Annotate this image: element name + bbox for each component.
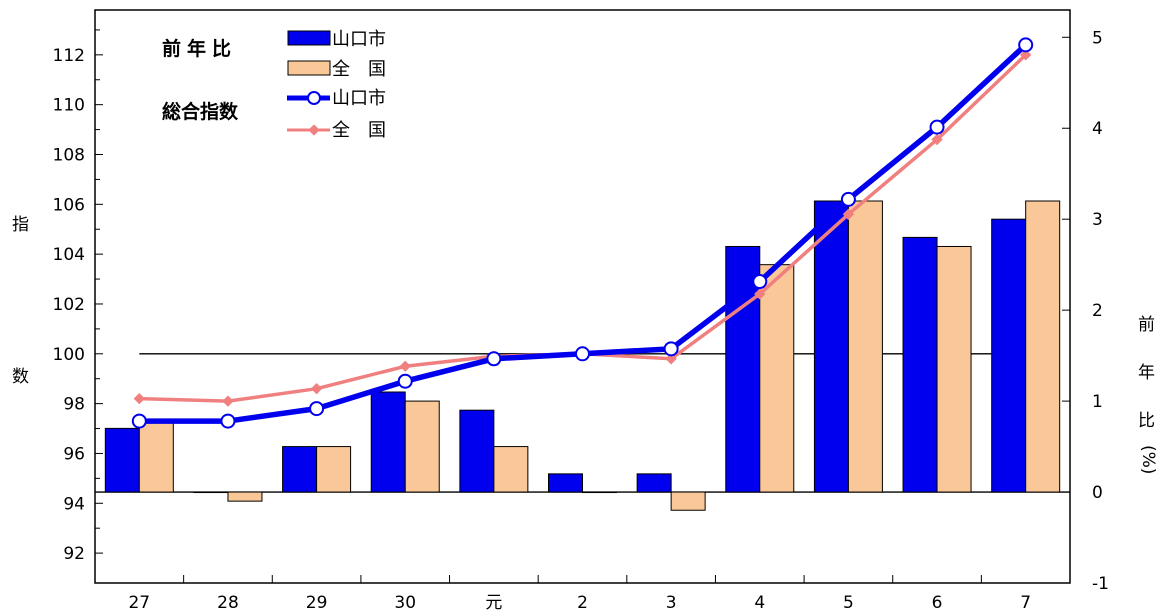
left-axis-label-top: 指 xyxy=(12,215,29,235)
x-tick-label: 元 xyxy=(485,593,502,613)
right-tick-label: 0 xyxy=(1092,483,1103,503)
left-tick-label: 110 xyxy=(53,96,85,116)
x-tick-label: 4 xyxy=(754,593,765,613)
x-tick-label: 5 xyxy=(843,593,854,613)
right-tick-label: 5 xyxy=(1092,28,1103,48)
marker-national xyxy=(133,392,145,405)
tick-layer: 27 28 29 30 元 2 3 4 5 6 79294969810010210410610811… xyxy=(53,28,1109,613)
legend-bar-label-yamaguchi: 山口市 xyxy=(332,29,386,50)
bar-yamaguchi xyxy=(370,391,406,493)
marker-national xyxy=(665,353,677,365)
right-tick-label: 4 xyxy=(1092,119,1103,139)
x-tick-label: 28 xyxy=(217,593,239,613)
left-tick-label: 112 xyxy=(53,46,85,66)
marker-yamaguchi xyxy=(486,351,502,367)
x-tick-label: 6 xyxy=(932,593,943,613)
bar-yamaguchi xyxy=(282,446,318,493)
right-tick-label: 2 xyxy=(1092,301,1103,321)
legend-line-label-yamaguchi: 山口市 xyxy=(332,88,386,109)
marker-yamaguchi xyxy=(840,191,856,207)
marker-national xyxy=(842,208,855,220)
bar-yamaguchi xyxy=(104,427,140,493)
left-tick-label: 96 xyxy=(63,444,85,464)
right-tick-label: 1 xyxy=(1092,392,1103,412)
bar-yamaguchi xyxy=(902,236,938,493)
bar-national xyxy=(847,200,883,493)
marker-yamaguchi xyxy=(309,401,325,417)
bar-yamaguchi xyxy=(548,473,583,493)
legend-bar-swatch-yamaguchi xyxy=(287,30,331,46)
bar-national xyxy=(670,491,706,511)
marker-national xyxy=(310,383,323,395)
bar-yamaguchi xyxy=(193,491,229,494)
plot-frame xyxy=(94,9,1071,584)
legend: 前年比 総合指数 山口市 全 国 山口市 全 国 xyxy=(162,29,386,141)
marker-yamaguchi xyxy=(575,346,590,362)
bar-national xyxy=(936,245,972,493)
marker-yamaguchi xyxy=(929,119,945,135)
line-layer xyxy=(131,37,1034,429)
marker-yamaguchi xyxy=(220,413,236,429)
marker-national xyxy=(754,288,766,300)
bar-national xyxy=(493,446,529,493)
x-tick-label: 27 xyxy=(128,593,150,613)
bar-national xyxy=(227,491,263,502)
left-tick-label: 92 xyxy=(63,544,85,564)
marker-yamaguchi xyxy=(397,373,413,389)
marker-yamaguchi xyxy=(663,341,679,357)
x-tick-label: 7 xyxy=(1020,593,1031,613)
right-tick-label: 3 xyxy=(1092,210,1103,230)
right-axis-label-unit: (%) xyxy=(1138,445,1158,474)
bar-national xyxy=(582,491,617,494)
bar-yamaguchi xyxy=(459,409,495,493)
legend-line-marker-yamaguchi xyxy=(307,91,321,105)
bar-yamaguchi xyxy=(636,473,672,493)
x-tick-label: 29 xyxy=(306,593,328,613)
marker-yamaguchi xyxy=(131,413,147,429)
left-tick-label: 106 xyxy=(53,195,85,215)
right-tick-label: -1 xyxy=(1092,574,1109,594)
bar-national xyxy=(759,264,795,493)
line-yamaguchi xyxy=(139,42,1028,424)
legend-line-marker-national xyxy=(308,124,320,136)
marker-national xyxy=(931,133,943,146)
legend-bar-swatch-national xyxy=(287,60,331,76)
marker-yamaguchi xyxy=(1018,37,1034,53)
marker-national xyxy=(399,360,411,372)
left-tick-label: 102 xyxy=(53,295,85,315)
x-tick-label: 2 xyxy=(577,593,588,613)
bar-national xyxy=(1025,200,1061,493)
left-tick-label: 104 xyxy=(53,245,85,265)
bar-national xyxy=(138,418,174,493)
left-tick-label: 100 xyxy=(53,345,85,365)
left-tick-label: 108 xyxy=(53,145,85,165)
right-axis-label-char-3: 比 xyxy=(1138,411,1155,431)
x-tick-label: 30 xyxy=(394,593,416,613)
legend-bar-label-national: 全 国 xyxy=(332,59,386,80)
right-axis-label-char-1: 前 xyxy=(1138,315,1155,335)
bar-national xyxy=(316,446,352,493)
legend-line-label-national: 全 国 xyxy=(332,120,386,141)
legend-line-heading: 総合指数 xyxy=(162,100,239,123)
legend-bar-heading: 前年比 xyxy=(162,37,237,60)
left-tick-label: 98 xyxy=(63,395,85,415)
left-tick-label: 94 xyxy=(63,494,85,514)
bar-national xyxy=(404,400,440,493)
bar-yamaguchi xyxy=(813,200,849,493)
bar-yamaguchi xyxy=(991,218,1027,493)
left-axis-label-bottom: 数 xyxy=(12,367,29,387)
right-axis-label-char-2: 年 xyxy=(1138,363,1155,383)
marker-national xyxy=(222,395,234,407)
marker-yamaguchi xyxy=(752,274,768,290)
x-tick-label: 3 xyxy=(666,593,677,613)
